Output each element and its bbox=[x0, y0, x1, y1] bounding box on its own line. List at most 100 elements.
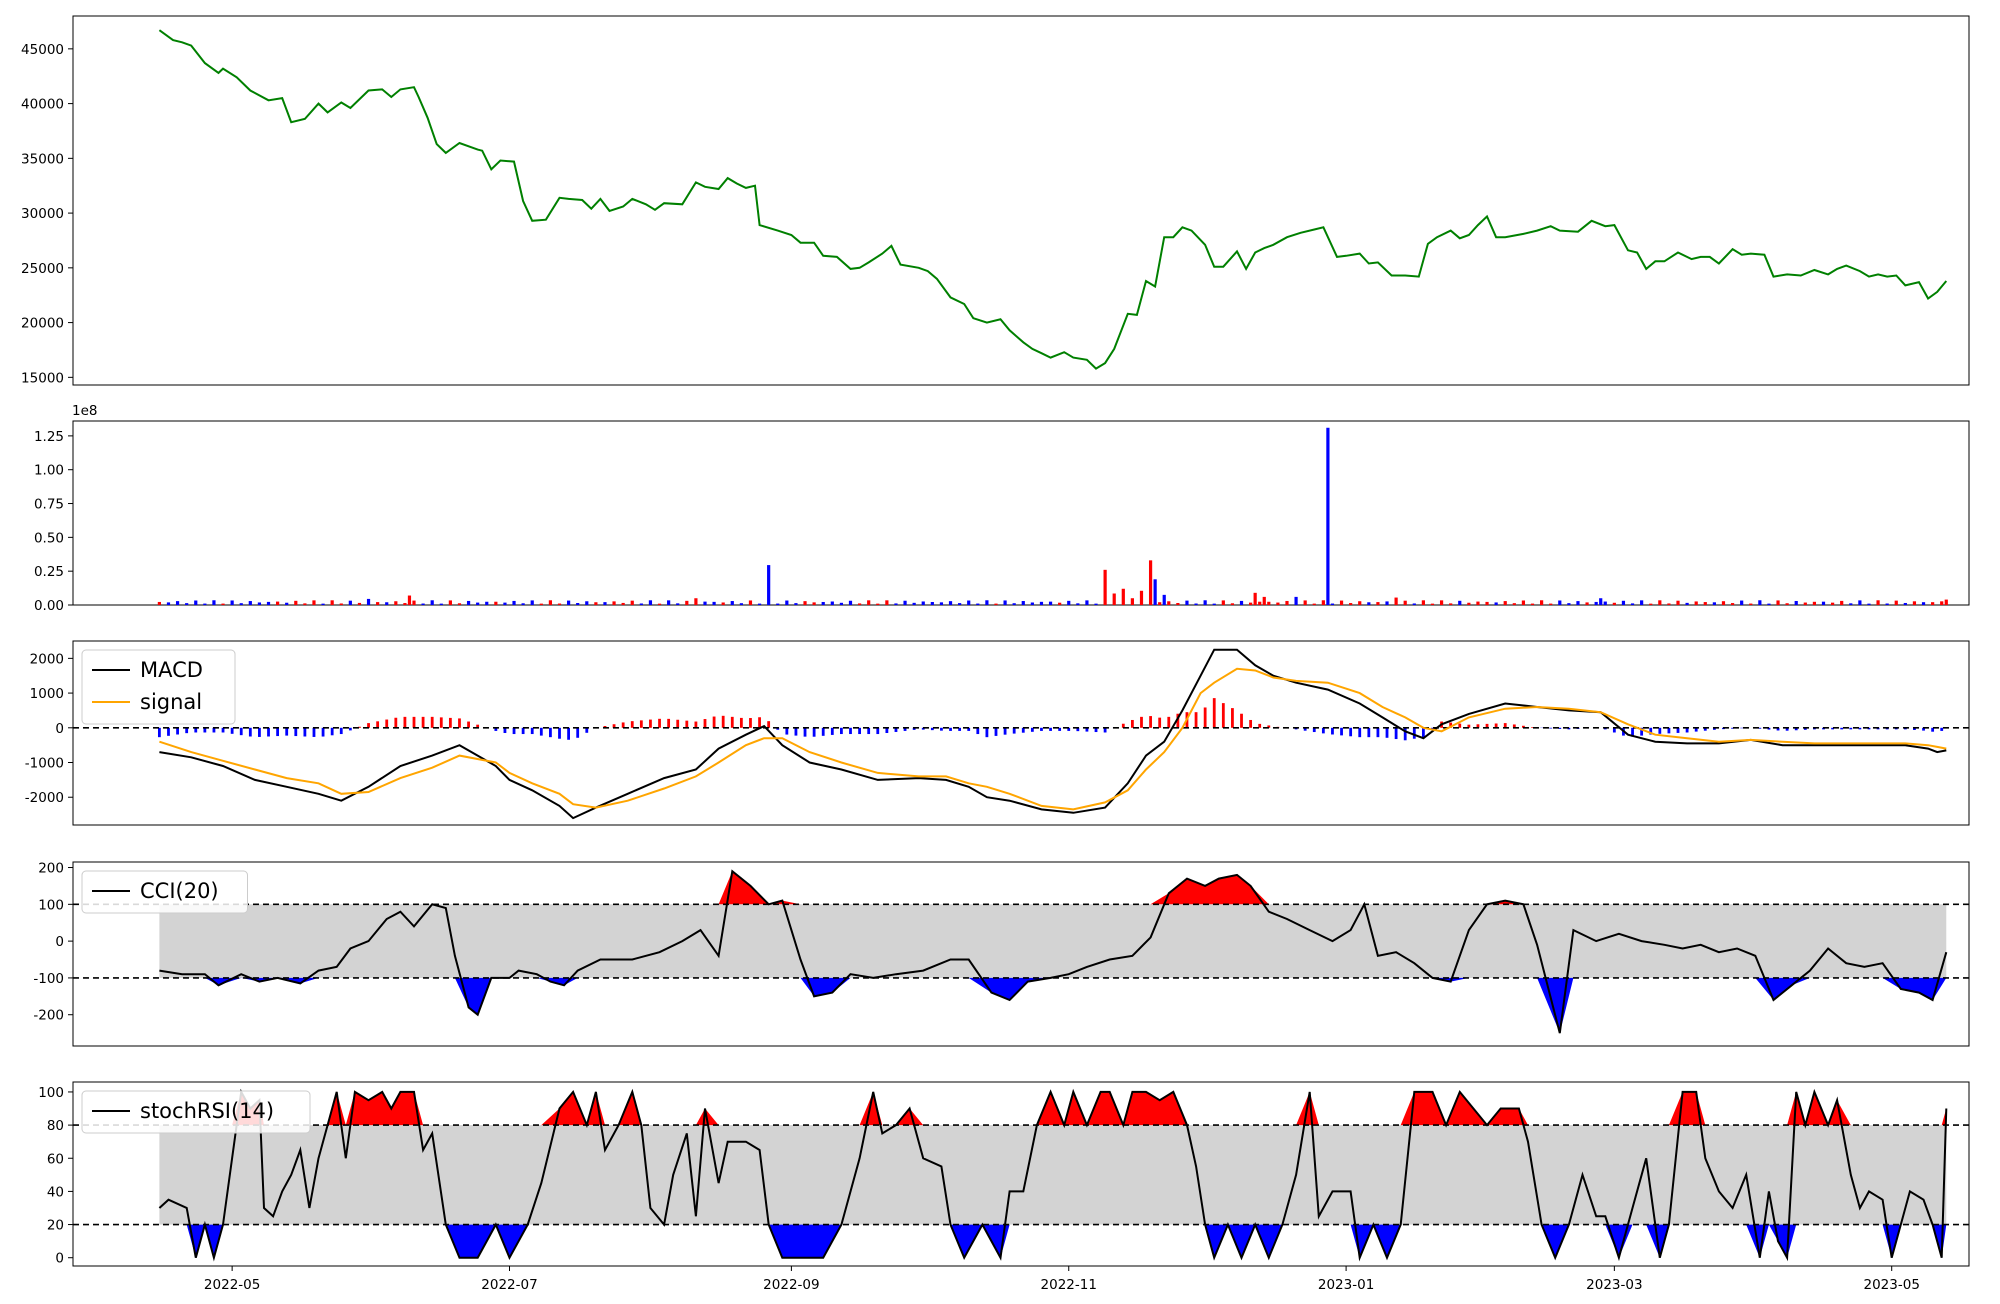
macd-histogram-bar bbox=[1167, 717, 1170, 728]
macd-y-tick-label: 1000 bbox=[30, 686, 64, 702]
macd-histogram-bar bbox=[303, 728, 306, 737]
volume-y-tick-label: 0.50 bbox=[34, 530, 64, 546]
macd-histogram-bar bbox=[322, 728, 325, 737]
volume-bar bbox=[1267, 602, 1270, 605]
volume-bar bbox=[1731, 603, 1734, 605]
volume-bar bbox=[476, 603, 479, 605]
macd-histogram-bar bbox=[1358, 728, 1361, 737]
volume-bar bbox=[258, 602, 261, 605]
price-line bbox=[159, 30, 1946, 368]
volume-bar bbox=[331, 600, 334, 605]
volume-bar bbox=[1595, 602, 1598, 605]
volume-bar bbox=[403, 603, 406, 605]
volume-bar bbox=[267, 602, 270, 605]
volume-bar bbox=[1149, 560, 1152, 605]
volume-bar bbox=[1067, 601, 1070, 605]
volume-bar bbox=[558, 604, 561, 605]
volume-bar bbox=[194, 601, 197, 605]
volume-bar bbox=[503, 603, 506, 605]
x-tick-label: 2022-07 bbox=[481, 1277, 537, 1293]
volume-bar bbox=[367, 599, 370, 605]
volume-bar bbox=[712, 602, 715, 605]
volume-bar bbox=[1749, 604, 1752, 605]
volume-bar bbox=[1740, 601, 1743, 605]
volume-bar bbox=[231, 600, 234, 605]
x-tick-label: 2022-05 bbox=[204, 1277, 260, 1293]
volume-bar bbox=[358, 603, 361, 605]
volume-bar bbox=[1513, 603, 1516, 605]
macd-histogram-bar bbox=[1204, 707, 1207, 727]
macd-histogram-bar bbox=[749, 718, 752, 728]
macd-histogram-bar bbox=[722, 716, 725, 728]
x-tick-label: 2023-05 bbox=[1864, 1277, 1920, 1293]
volume-bar bbox=[249, 601, 252, 605]
volume-bar bbox=[840, 603, 843, 605]
volume-bar bbox=[1913, 601, 1916, 605]
macd-histogram-bar bbox=[804, 728, 807, 737]
x-tick-label: 2022-09 bbox=[763, 1277, 819, 1293]
price-y-tick-label: 40000 bbox=[21, 97, 64, 113]
price-y-tick-label: 45000 bbox=[21, 42, 64, 58]
volume-bar bbox=[1440, 600, 1443, 605]
cci-legend: CCI(20) bbox=[82, 871, 248, 913]
volume-bar bbox=[1922, 602, 1925, 605]
price-y-tick-label: 15000 bbox=[21, 370, 64, 386]
macd-histogram-bar bbox=[1049, 728, 1052, 731]
macd-histogram-bar bbox=[1004, 728, 1007, 735]
macd-histogram-bar bbox=[813, 728, 816, 737]
volume-bar bbox=[1049, 602, 1052, 605]
price-y-tick-label: 30000 bbox=[21, 206, 64, 222]
cci-overbought-fill bbox=[159, 871, 1946, 904]
macd-histogram bbox=[158, 698, 1943, 740]
volume-bar bbox=[394, 601, 397, 605]
volume-bar bbox=[1094, 604, 1097, 605]
macd-histogram-bar bbox=[1668, 728, 1671, 734]
volume-bar bbox=[1367, 602, 1370, 605]
volume-bar bbox=[1795, 601, 1798, 605]
volume-bar bbox=[1631, 603, 1634, 605]
x-tick-label: 2023-01 bbox=[1318, 1277, 1374, 1293]
volume-bar bbox=[567, 601, 570, 605]
macd-histogram-bar bbox=[758, 717, 761, 728]
macd-histogram-bar bbox=[258, 728, 261, 737]
cci-y-tick-label: 100 bbox=[38, 897, 64, 913]
macd-histogram-bar bbox=[1395, 728, 1398, 739]
volume-bar bbox=[1713, 602, 1716, 605]
price-panel-frame bbox=[73, 16, 1969, 385]
macd-histogram-bar bbox=[404, 717, 407, 728]
volume-bar bbox=[340, 603, 343, 605]
macd-histogram-bar bbox=[1222, 703, 1225, 728]
volume-bar bbox=[867, 600, 870, 605]
macd-histogram-bar bbox=[985, 728, 988, 737]
volume-bar bbox=[640, 603, 643, 605]
cci-oversold-fill bbox=[159, 978, 1946, 1033]
volume-bar bbox=[1531, 604, 1534, 605]
volume-bar bbox=[885, 600, 888, 605]
macd-histogram-bar bbox=[240, 728, 243, 735]
volume-bar bbox=[949, 601, 952, 605]
volume-bar bbox=[221, 604, 224, 605]
macd-histogram-bar bbox=[1240, 714, 1243, 728]
volume-bar bbox=[767, 565, 770, 605]
volume-bar bbox=[467, 601, 470, 605]
price-y-tick-label: 25000 bbox=[21, 261, 64, 277]
volume-bar bbox=[294, 601, 297, 605]
volume-bar bbox=[1349, 603, 1352, 605]
macd-histogram-bar bbox=[1140, 717, 1143, 728]
volume-bar bbox=[876, 604, 879, 605]
volume-bar bbox=[203, 604, 206, 605]
volume-bar bbox=[676, 603, 679, 605]
macd-histogram-bar bbox=[576, 728, 579, 738]
volume-bar bbox=[1867, 604, 1870, 605]
volume-bar bbox=[1485, 602, 1488, 605]
volume-bar bbox=[212, 600, 215, 605]
volume-bar bbox=[1649, 604, 1652, 605]
macd-histogram-bar bbox=[867, 728, 870, 734]
macd-histogram-bar bbox=[313, 728, 316, 737]
macd-histogram-bar bbox=[640, 720, 643, 727]
volume-bar bbox=[1076, 603, 1079, 605]
volume-bar bbox=[1813, 602, 1816, 605]
volume-bar bbox=[276, 602, 279, 605]
volume-bar bbox=[740, 603, 743, 605]
volume-bar bbox=[631, 601, 634, 605]
